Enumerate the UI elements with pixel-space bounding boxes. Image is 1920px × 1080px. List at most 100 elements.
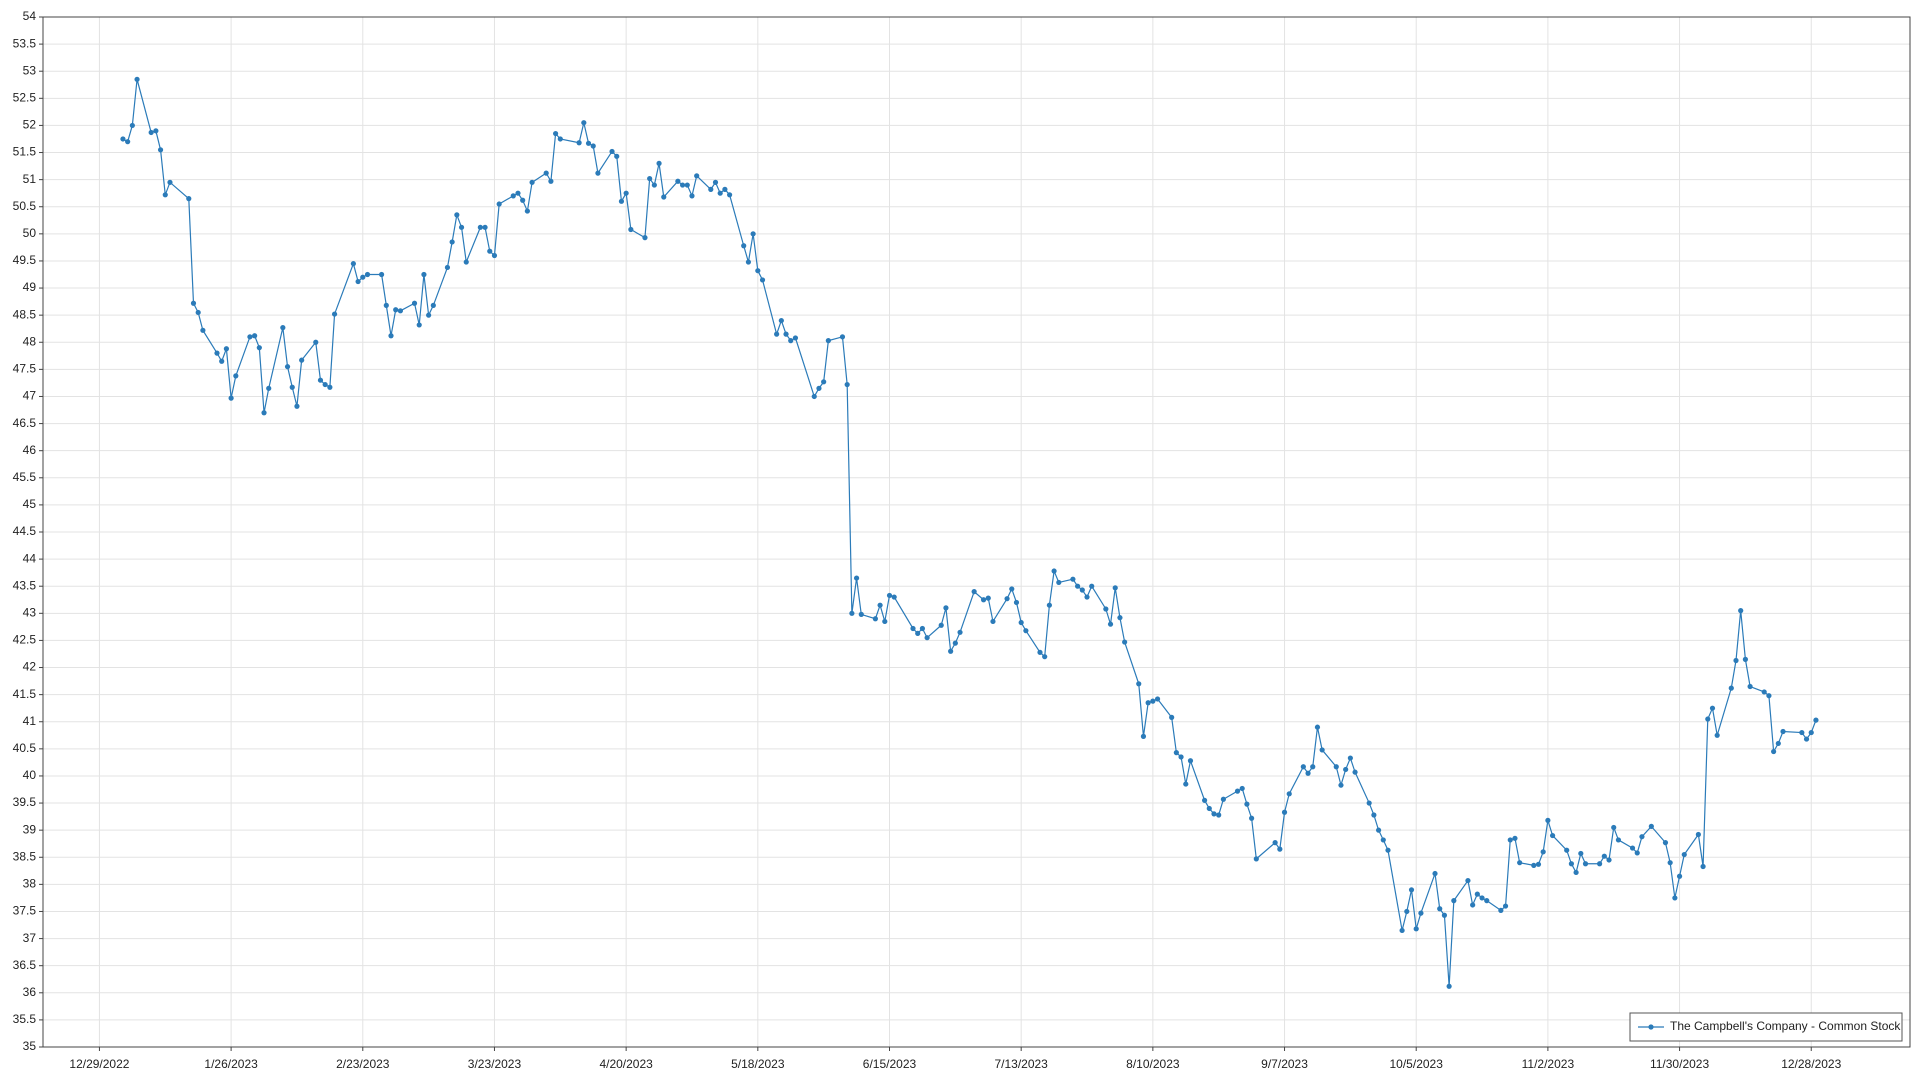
y-tick-label: 52.5: [13, 90, 37, 104]
data-point: [1662, 840, 1669, 846]
data-point: [1371, 812, 1377, 818]
data-point: [1277, 846, 1283, 852]
data-point: [1695, 831, 1701, 838]
data-point: [792, 335, 799, 341]
y-tick-label: 39: [23, 822, 37, 836]
data-point: [1239, 785, 1245, 792]
data-point: [1305, 770, 1311, 776]
data-point: [708, 186, 714, 192]
data-point: [1578, 850, 1584, 857]
data-point: [858, 611, 864, 618]
y-tick-label: 42: [23, 660, 37, 674]
data-point: [614, 153, 620, 159]
data-point: [609, 148, 615, 155]
data-point: [120, 136, 126, 142]
legend-box: [1629, 1012, 1903, 1042]
data-point: [444, 264, 451, 271]
data-point: [1352, 769, 1358, 775]
data-point: [421, 271, 427, 278]
data-point: [755, 268, 761, 274]
y-tick-label: 37.5: [13, 904, 37, 918]
data-point: [1507, 837, 1513, 843]
data-point: [284, 364, 291, 370]
y-tick-label: 48.5: [13, 307, 37, 321]
data-point: [449, 239, 455, 245]
data-point: [1474, 891, 1480, 897]
data-point: [1803, 736, 1810, 742]
data-point: [1629, 845, 1636, 851]
data-point: [1615, 837, 1622, 843]
data-point: [872, 616, 878, 622]
data-point: [1808, 729, 1814, 736]
x-tick-label: 7/13/2023: [994, 1057, 1048, 1071]
data-point: [628, 226, 634, 233]
data-point: [378, 271, 385, 278]
data-point: [1747, 683, 1753, 690]
data-point: [684, 182, 690, 188]
data-point: [1042, 654, 1048, 660]
data-point: [223, 346, 230, 352]
y-tick-label: 36.5: [13, 958, 37, 972]
y-tick-label: 53: [23, 63, 37, 77]
data-point: [722, 186, 728, 192]
data-point: [1681, 851, 1687, 858]
data-point: [886, 592, 893, 599]
data-point: [1404, 908, 1410, 915]
data-point: [1183, 781, 1189, 787]
data-point: [1023, 628, 1029, 634]
data-point: [1672, 895, 1678, 901]
data-point: [595, 170, 601, 176]
y-tick-label: 46.5: [13, 416, 37, 430]
data-point: [948, 648, 954, 654]
data-point: [247, 334, 253, 340]
data-point: [256, 345, 262, 351]
data-point: [1408, 887, 1415, 893]
y-tick-label: 49: [23, 280, 37, 294]
data-point: [510, 193, 516, 199]
data-point: [553, 130, 559, 137]
data-point: [877, 602, 883, 608]
data-point: [788, 338, 794, 344]
y-tick-label: 39.5: [13, 795, 37, 809]
data-point: [129, 122, 135, 129]
data-point: [679, 182, 686, 188]
data-point: [1281, 809, 1288, 815]
data-point: [1249, 815, 1255, 821]
data-point: [350, 261, 356, 267]
data-point: [1597, 861, 1603, 867]
data-point: [1380, 837, 1386, 843]
data-point: [1117, 615, 1123, 621]
data-point: [261, 410, 267, 416]
data-point: [1780, 728, 1786, 735]
data-point: [774, 331, 780, 337]
data-point: [1601, 853, 1607, 859]
data-point: [1220, 796, 1226, 802]
y-tick-label: 50: [23, 226, 37, 240]
data-point: [1013, 599, 1020, 606]
y-tick-label: 41: [23, 714, 37, 728]
data-point: [1169, 714, 1175, 721]
data-point: [924, 635, 930, 641]
data-point: [1639, 834, 1645, 840]
data-point: [783, 331, 789, 337]
data-point: [1761, 689, 1767, 695]
y-tick-label: 48: [23, 334, 37, 348]
data-point: [1573, 869, 1579, 876]
data-point: [1766, 693, 1772, 699]
x-tick-label: 5/18/2023: [731, 1057, 785, 1071]
data-point: [1531, 862, 1537, 868]
data-point: [1051, 568, 1057, 574]
data-point: [891, 594, 897, 600]
y-tick-label: 36: [23, 985, 37, 999]
data-point: [548, 178, 554, 184]
data-point: [844, 381, 850, 388]
data-point: [1479, 895, 1485, 901]
x-tick-label: 9/7/2023: [1261, 1057, 1308, 1071]
y-tick-label: 41.5: [13, 687, 37, 701]
data-point: [1606, 857, 1612, 863]
y-tick-label: 40.5: [13, 741, 37, 755]
data-point: [778, 317, 784, 324]
data-point: [811, 393, 817, 400]
data-point: [1413, 926, 1419, 932]
x-tick-label: 12/28/2023: [1781, 1057, 1841, 1071]
